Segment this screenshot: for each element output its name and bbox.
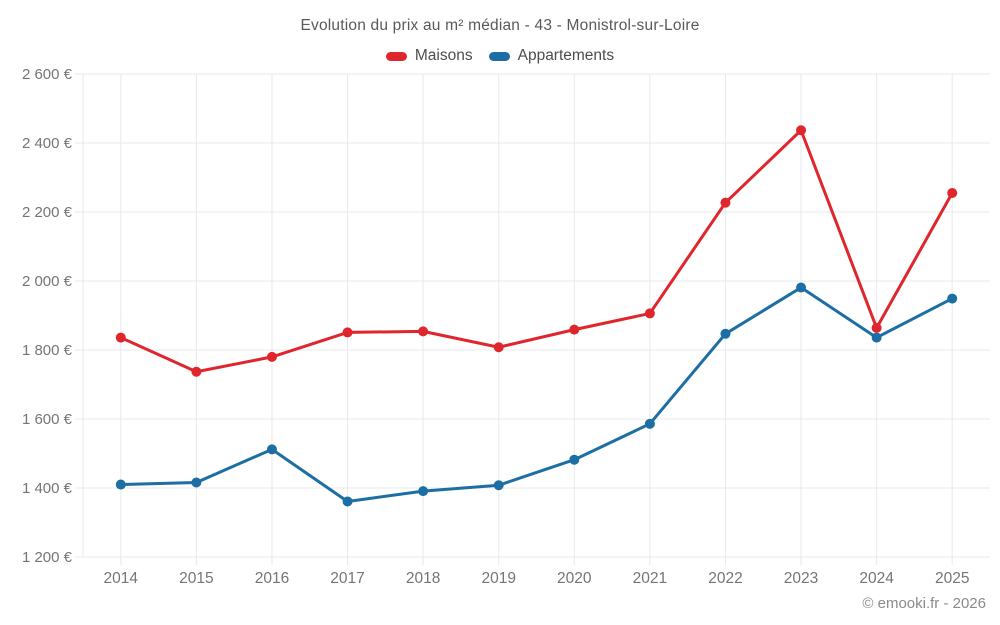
legend-swatch-maisons-icon	[385, 51, 407, 61]
data-point-maisons-2021[interactable]	[644, 308, 655, 319]
chart-legend: Maisons Appartements	[0, 47, 1000, 65]
data-point-maisons-2023[interactable]	[796, 125, 807, 136]
data-point-appartements-2014[interactable]	[115, 479, 126, 490]
data-point-maisons-2017[interactable]	[342, 327, 353, 338]
data-point-appartements-2016[interactable]	[266, 444, 277, 455]
y-axis-tick-label: 2 600 €	[22, 66, 73, 83]
x-axis-tick-label: 2017	[330, 570, 364, 587]
data-point-appartements-2021[interactable]	[644, 418, 655, 429]
y-axis-tick-label: 1 600 €	[22, 411, 73, 428]
x-axis-tick-label: 2014	[104, 570, 139, 587]
data-point-maisons-2019[interactable]	[493, 342, 504, 353]
data-point-maisons-2025[interactable]	[947, 188, 958, 199]
data-point-maisons-2015[interactable]	[191, 366, 202, 377]
data-point-appartements-2025[interactable]	[947, 293, 958, 304]
legend-item-appartements[interactable]: Appartements	[488, 47, 615, 65]
data-point-appartements-2019[interactable]	[493, 480, 504, 491]
data-point-appartements-2024[interactable]	[871, 332, 882, 343]
legend-swatch-appartements-icon	[488, 51, 510, 61]
data-point-appartements-2015[interactable]	[191, 477, 202, 488]
data-point-appartements-2018[interactable]	[418, 486, 429, 497]
data-point-maisons-2014[interactable]	[115, 332, 126, 343]
data-point-maisons-2018[interactable]	[418, 326, 429, 337]
y-axis-tick-label: 2 400 €	[22, 135, 73, 152]
data-point-maisons-2022[interactable]	[720, 197, 731, 208]
x-axis-tick-label: 2023	[784, 570, 818, 587]
y-axis-tick-label: 1 400 €	[22, 480, 73, 497]
x-axis-tick-label: 2018	[406, 570, 440, 587]
data-point-appartements-2023[interactable]	[796, 282, 807, 293]
chart-title: Evolution du prix au m² médian - 43 - Mo…	[300, 17, 700, 34]
x-axis-tick-label: 2024	[859, 570, 894, 587]
data-point-maisons-2024[interactable]	[871, 322, 882, 333]
legend-label-maisons: Maisons	[414, 47, 473, 64]
data-point-appartements-2020[interactable]	[569, 454, 580, 465]
x-axis-tick-label: 2016	[255, 570, 289, 587]
x-axis-tick-label: 2015	[179, 570, 213, 587]
data-point-appartements-2017[interactable]	[342, 496, 353, 507]
x-axis-tick-label: 2021	[633, 570, 667, 587]
series-line-maisons[interactable]	[119, 128, 954, 374]
legend-label-appartements: Appartements	[517, 47, 615, 64]
x-axis-tick-label: 2019	[481, 570, 515, 587]
y-axis-tick-label: 2 000 €	[22, 273, 73, 290]
copyright-credit: © emooki.fr - 2026	[862, 595, 986, 612]
data-point-appartements-2022[interactable]	[720, 328, 731, 339]
y-axis-tick-label: 1 200 €	[22, 549, 73, 566]
legend-item-maisons[interactable]: Maisons	[385, 47, 473, 65]
series-line-appartements[interactable]	[119, 286, 954, 503]
data-point-maisons-2016[interactable]	[266, 351, 277, 362]
y-axis-tick-label: 1 800 €	[22, 342, 73, 359]
y-axis-tick-label: 2 200 €	[22, 204, 73, 221]
x-axis-tick-label: 2020	[557, 570, 592, 587]
data-point-maisons-2020[interactable]	[569, 324, 580, 335]
x-axis-tick-label: 2022	[708, 570, 742, 587]
x-axis-tick-label: 2025	[935, 570, 969, 587]
